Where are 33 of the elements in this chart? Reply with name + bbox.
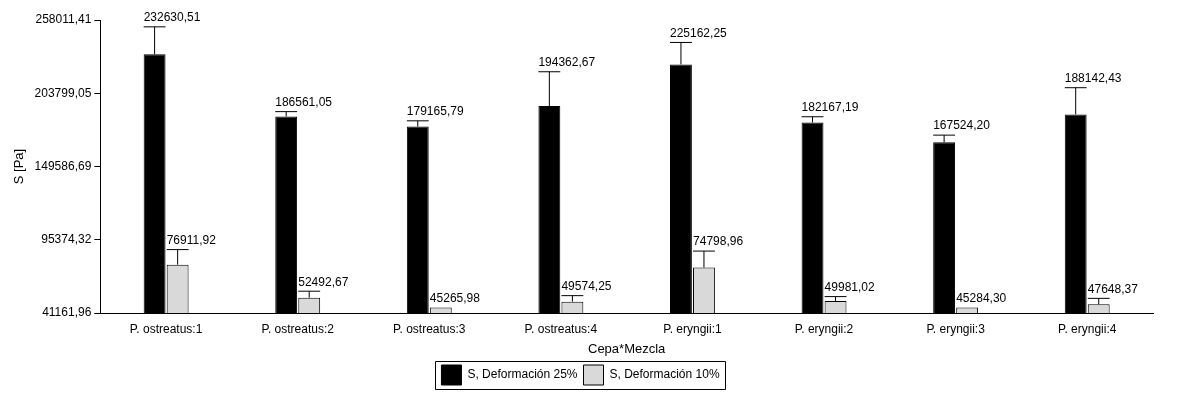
data-label: 49981,02 — [824, 279, 875, 294]
x-tick-label: P. ostreatus:4 — [524, 321, 598, 336]
y-tick-label: 95374,32 — [41, 232, 92, 247]
data-label: 188142,43 — [1064, 71, 1122, 86]
data-label: 186561,05 — [275, 94, 333, 109]
data-label: 194362,67 — [538, 55, 596, 70]
legend-label: S, Deformación 10% — [609, 367, 720, 382]
x-tick-label: P. eryngii:1 — [663, 321, 723, 336]
data-label: 232630,51 — [143, 10, 201, 25]
x-tick-label: P. ostreatus:1 — [129, 321, 203, 336]
y-tick-label: 41161,96 — [42, 305, 92, 320]
y-tick-label: 258011,41 — [35, 12, 92, 27]
data-label: 76911,92 — [166, 232, 217, 247]
y-axis-title: S [Pa] — [11, 148, 27, 185]
data-label: 182167,19 — [801, 100, 859, 115]
x-axis-title: Cepa*Mezcla — [588, 340, 667, 356]
legend-label: S, Deformación 25% — [467, 367, 578, 382]
data-label: 49574,25 — [561, 278, 612, 293]
data-label: 52492,67 — [298, 274, 349, 289]
x-tick-label: P. ostreatus:3 — [393, 321, 466, 336]
x-tick-label: P. eryngii:3 — [926, 321, 986, 336]
y-tick-label: 149586,69 — [34, 158, 92, 173]
data-label: 45265,98 — [429, 290, 481, 305]
data-label: 74798,96 — [693, 234, 744, 249]
x-tick-label: P. eryngii:2 — [794, 321, 854, 336]
data-label: 225162,25 — [670, 25, 728, 40]
y-tick-label: 203799,05 — [34, 85, 92, 100]
x-tick-label: P. ostreatus:2 — [261, 321, 335, 336]
data-label: 167524,20 — [933, 118, 991, 133]
data-label: 47648,37 — [1087, 281, 1139, 296]
x-tick-label: P. eryngii:4 — [1057, 321, 1117, 336]
data-label: 45284,30 — [956, 290, 1007, 305]
data-label: 179165,79 — [406, 104, 464, 119]
